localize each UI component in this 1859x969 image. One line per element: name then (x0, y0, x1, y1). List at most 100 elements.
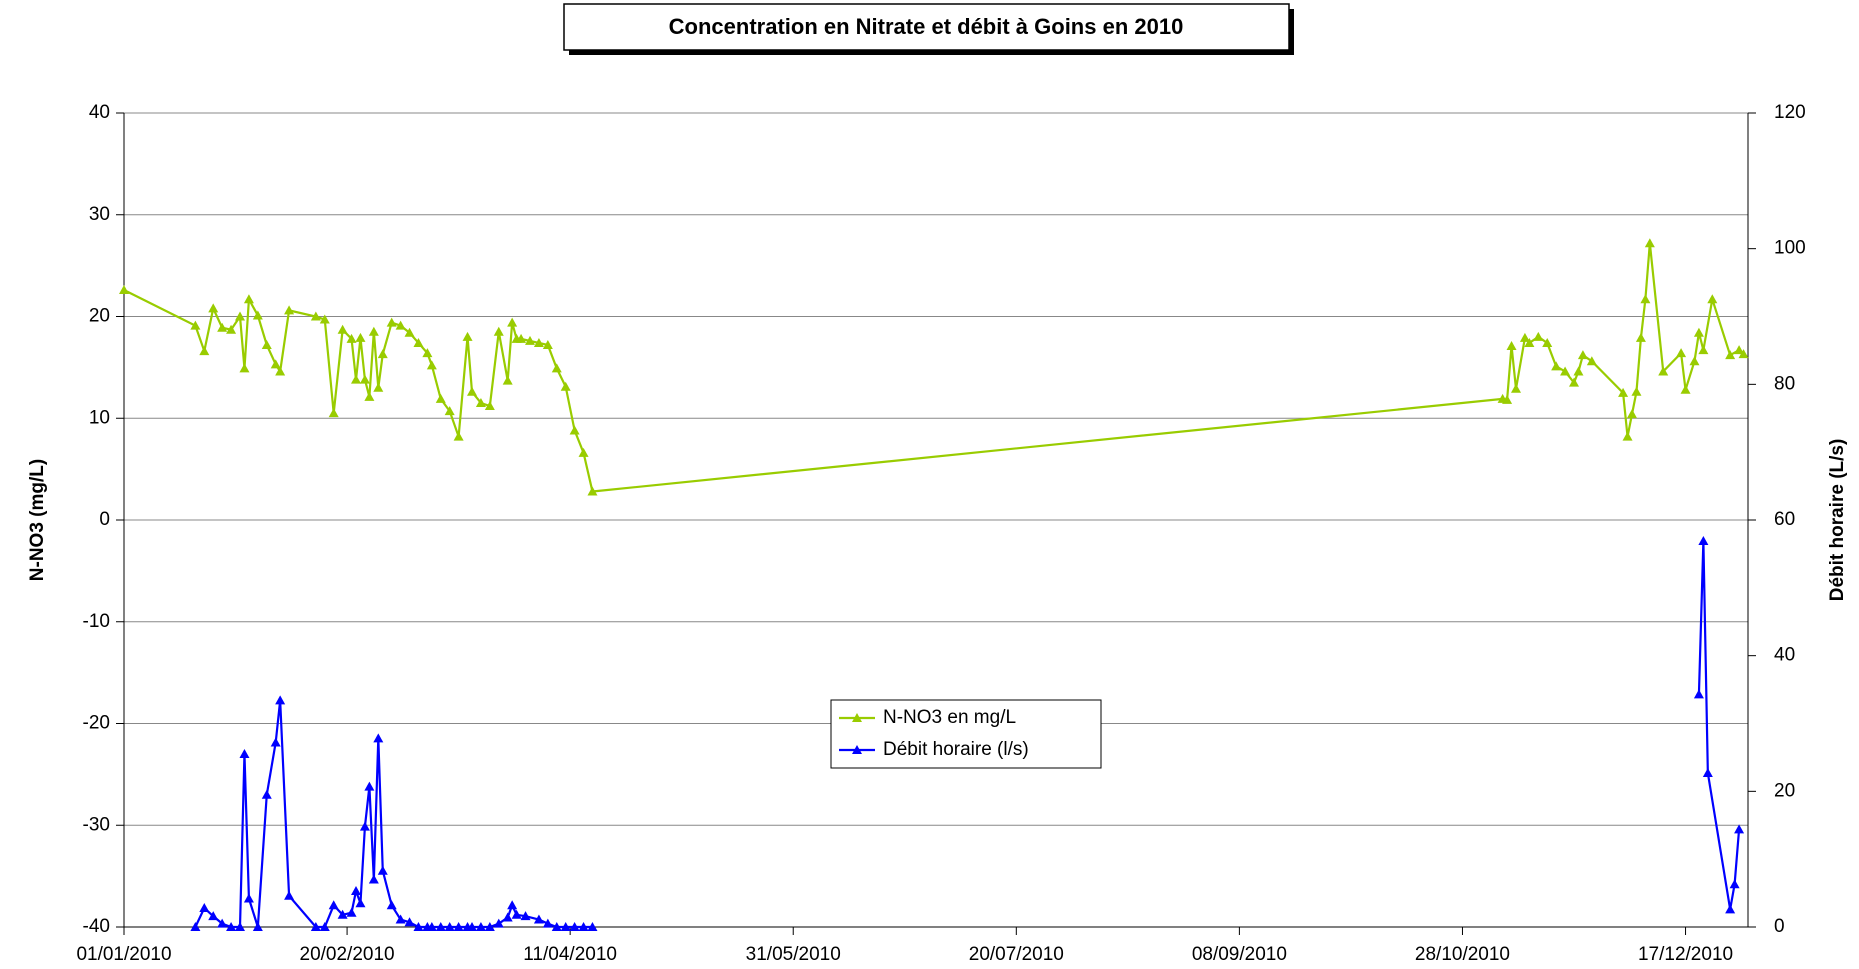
marker (1506, 341, 1517, 351)
x-tick-label: 17/12/2010 (1638, 944, 1733, 965)
marker (1618, 387, 1629, 397)
marker (1698, 536, 1709, 546)
y2-tick-label: 20 (1774, 780, 1795, 801)
y-tick-label: -30 (83, 814, 110, 835)
marker (413, 922, 424, 931)
marker (1533, 331, 1544, 341)
marker (1725, 350, 1736, 360)
marker (444, 406, 455, 416)
y-tick-label: 0 (99, 509, 110, 530)
legend-box (830, 699, 1102, 769)
marker (319, 922, 330, 931)
marker (377, 865, 388, 875)
marker (404, 327, 415, 337)
marker (199, 903, 210, 913)
marker (119, 285, 129, 295)
marker (1631, 386, 1642, 396)
x-tick-label: 11/04/2010 (523, 944, 617, 965)
marker (261, 339, 272, 349)
marker (275, 366, 286, 376)
marker (252, 922, 263, 931)
marker (239, 363, 250, 373)
marker (493, 918, 504, 928)
marker (516, 333, 527, 343)
y-tick-label: -40 (83, 916, 110, 937)
marker (1502, 394, 1513, 404)
marker (1734, 824, 1745, 834)
marker (217, 322, 228, 332)
marker (351, 886, 361, 896)
legend-label: N-NO3 en mg/L (883, 707, 1016, 728)
marker (235, 311, 245, 321)
marker (217, 918, 228, 928)
marker (551, 922, 562, 931)
marker (453, 922, 464, 931)
marker (261, 789, 272, 799)
marker (1551, 361, 1562, 371)
marker (226, 922, 237, 931)
marker (190, 922, 201, 931)
legend-marker (852, 713, 862, 722)
marker (422, 348, 433, 358)
marker (484, 401, 495, 411)
marker (560, 381, 571, 391)
y-tick-label: -10 (83, 611, 110, 632)
marker (373, 382, 384, 392)
marker (355, 898, 366, 908)
marker (275, 695, 286, 705)
chart-title: Concentration en Nitrate et débit à Goin… (669, 14, 1184, 39)
marker (569, 922, 580, 931)
legend-marker (852, 745, 862, 754)
marker (1622, 431, 1633, 441)
marker (467, 922, 477, 931)
marker (1586, 356, 1597, 366)
marker (1738, 349, 1749, 359)
marker (569, 425, 580, 435)
marker (1524, 337, 1535, 347)
marker (1542, 337, 1553, 347)
marker (310, 922, 321, 931)
marker (435, 922, 446, 931)
marker (1644, 238, 1655, 248)
marker (484, 922, 495, 931)
series-line (123, 243, 1745, 493)
marker (337, 909, 348, 919)
x-tick-label: 28/10/2010 (1415, 944, 1510, 965)
marker (560, 922, 571, 931)
y-tick-label: 20 (89, 306, 110, 327)
marker (1573, 366, 1584, 376)
marker (435, 393, 446, 403)
y-tick-label: 40 (89, 102, 110, 123)
marker (426, 360, 437, 370)
title-box (563, 3, 1290, 51)
marker (404, 917, 415, 927)
marker (453, 431, 464, 441)
marker (368, 874, 379, 884)
marker (507, 900, 518, 910)
marker (328, 900, 339, 910)
marker (1693, 689, 1704, 699)
marker (1658, 366, 1669, 376)
y2-tick-label: 60 (1774, 509, 1795, 530)
marker (1519, 332, 1530, 342)
x-tick-label: 20/02/2010 (300, 944, 395, 965)
x-tick-label: 08/09/2010 (1192, 944, 1287, 965)
marker (252, 310, 263, 320)
marker (1680, 384, 1691, 394)
marker (395, 320, 406, 330)
marker (319, 314, 330, 324)
marker (310, 311, 321, 321)
marker (542, 339, 553, 349)
marker (364, 781, 375, 791)
marker (226, 324, 237, 334)
marker (475, 397, 486, 407)
marker (386, 900, 397, 910)
marker (270, 359, 281, 369)
marker (413, 337, 424, 347)
marker (426, 922, 437, 931)
marker (525, 335, 535, 345)
x-tick-label: 20/07/2010 (969, 944, 1064, 965)
marker (1702, 768, 1713, 778)
marker (520, 911, 531, 921)
marker (1577, 350, 1588, 360)
